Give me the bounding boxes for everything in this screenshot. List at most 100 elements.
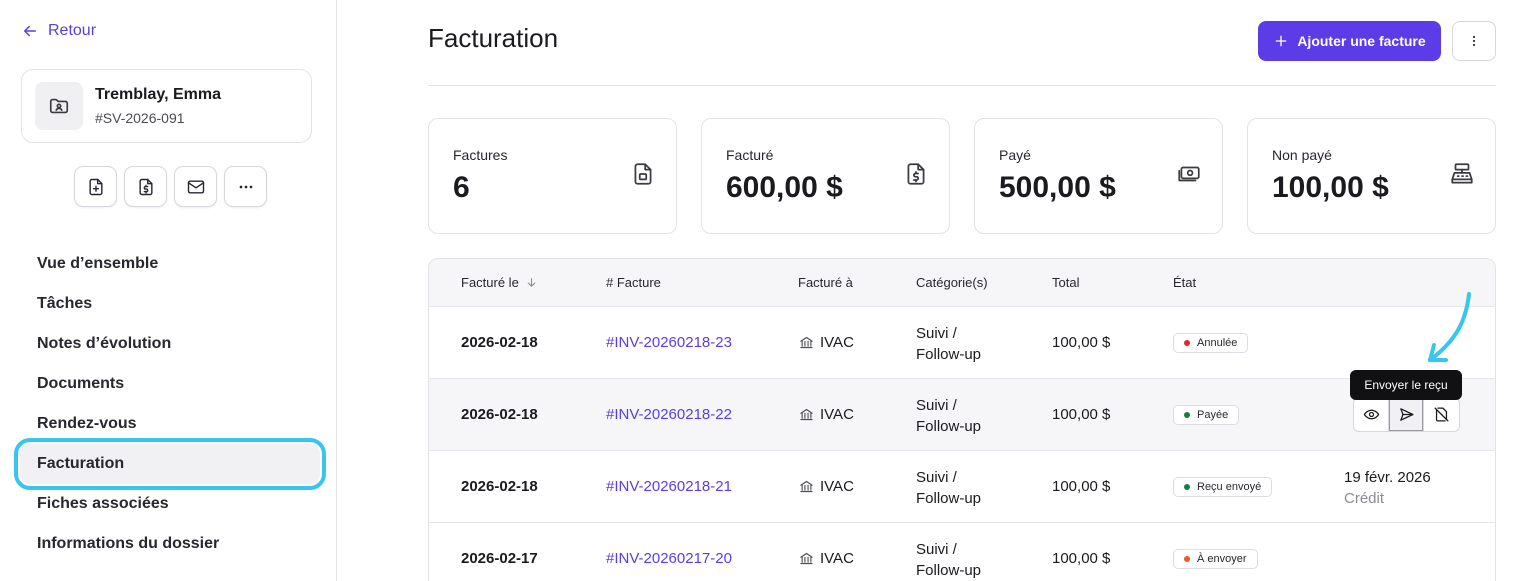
sidebar-item-label: Informations du dossier [37,535,220,552]
table-row[interactable]: 2026-02-18 #INV-20260218-22 IVAC Suivi /… [429,379,1495,451]
main-content: Facturation Ajouter une facture Factures… [337,0,1513,581]
category-line: Suivi / [916,325,957,342]
column-header-status: État [1173,275,1196,290]
sidebar-item-tasks[interactable]: Tâches [20,284,320,324]
bank-icon [800,480,813,493]
view-invoice-button[interactable] [1354,398,1389,431]
banknote-icon [1178,166,1200,182]
invoice-date: 2026-02-18 [461,334,538,351]
new-invoice-button[interactable] [124,166,167,207]
status-label: Reçu envoyé [1197,481,1262,493]
receipt-date: 19 févr. 2026 [1344,469,1431,486]
stat-label: Non payé [1272,147,1332,163]
column-header-label: Total [1052,275,1080,290]
more-actions-button[interactable] [224,166,267,207]
row-actions [1353,397,1460,432]
column-header-billed-date[interactable]: Facturé le [461,275,538,290]
back-link[interactable]: Retour [21,22,96,40]
folder-user-icon [35,82,83,130]
invoice-date: 2026-02-18 [461,478,538,495]
category: Suivi / Follow-up [916,467,981,509]
file-dollar-icon [138,178,153,195]
status-label: À envoyer [1197,553,1247,565]
invoice-total: 100,00 $ [1052,478,1111,495]
add-invoice-button[interactable]: Ajouter une facture [1258,21,1441,61]
column-header-label: # Facture [606,275,661,290]
annotation-arrow [1428,292,1471,362]
category-line: Follow-up [916,418,982,435]
billed-to-label: IVAC [820,406,854,423]
mail-icon [187,179,204,194]
category: Suivi / Follow-up [916,395,981,437]
stat-label: Factures [453,147,508,163]
billed-to: IVAC [799,334,854,351]
sidebar-item-label: Fiches associées [37,495,169,512]
sidebar-item-label: Rendez-vous [37,415,137,432]
sidebar-item-label: Vue d’ensemble [37,255,159,272]
arrow-down-icon [527,278,536,288]
invoice-total: 100,00 $ [1052,406,1111,423]
category: Suivi / Follow-up [916,323,981,365]
billed-to-label: IVAC [820,334,854,351]
status-dot [1184,340,1190,346]
sidebar-item-documents[interactable]: Documents [20,364,320,404]
void-invoice-button[interactable] [1424,398,1459,431]
invoice-number-link[interactable]: #INV-20260218-23 [606,334,732,351]
column-header-label: État [1173,275,1197,290]
column-header-label: Facturé le [461,275,519,290]
category-line: Suivi / [916,397,957,414]
status-label: Payée [1197,409,1229,421]
invoice-number-link[interactable]: #INV-20260218-21 [606,478,732,495]
payment-method: Crédit [1344,490,1385,507]
add-invoice-label: Ajouter une facture [1297,33,1426,49]
bank-icon [800,552,813,565]
sidebar-item-label: Facturation [37,455,125,472]
bank-icon [800,336,813,349]
stat-value: 6 [453,171,470,204]
billed-to: IVAC [799,406,854,423]
table-row[interactable]: 2026-02-18 #INV-20260218-21 IVAC Suivi /… [429,451,1495,523]
invoice-number-link[interactable]: #INV-20260218-22 [606,406,732,423]
stats-row: Factures 6 Facturé 600,00 $ Payé 500,00 … [428,118,1496,234]
status-badge: Payée [1173,405,1240,425]
file-plus-icon [88,178,103,195]
bank-icon [800,408,813,421]
invoice-total: 100,00 $ [1052,334,1111,351]
column-header-label: Facturé à [798,275,853,290]
invoice-date: 2026-02-17 [461,550,538,567]
file-dollar-icon [907,163,925,185]
table-row[interactable]: 2026-02-18 #INV-20260218-23 IVAC Suivi /… [429,307,1495,379]
table-row[interactable]: 2026-02-17 #INV-20260217-20 IVAC Suivi /… [429,523,1495,581]
status-badge: Reçu envoyé [1173,477,1273,497]
send-email-button[interactable] [174,166,217,207]
client-id: #SV-2026-091 [95,110,185,126]
billed-to: IVAC [799,478,854,495]
column-header-categories: Catégorie(s) [916,275,988,290]
category-line: Follow-up [916,562,982,579]
status-badge: Annulée [1173,333,1249,353]
file-icon [634,163,652,185]
status-dot [1184,484,1190,490]
sidebar-item-progress-notes[interactable]: Notes d’évolution [20,324,320,364]
page-more-button[interactable] [1452,21,1496,61]
sidebar-item-label: Tâches [37,295,93,312]
invoices-table: Facturé le # Facture Facturé à Catégorie… [428,258,1496,581]
new-document-button[interactable] [74,166,117,207]
plus-icon [1275,35,1287,47]
sidebar-item-overview[interactable]: Vue d’ensemble [20,244,320,284]
sidebar-item-appointments[interactable]: Rendez-vous [20,404,320,444]
sidebar-item-label: Notes d’évolution [37,335,172,352]
send-receipt-button[interactable] [1389,398,1424,431]
invoice-number-link[interactable]: #INV-20260217-20 [606,550,732,567]
status-dot [1184,556,1190,562]
stat-card-paid: Payé 500,00 $ [974,118,1223,234]
quick-actions [74,166,267,207]
sidebar: Retour Tremblay, Emma #SV-2026-091 Vue d… [0,0,337,581]
sidebar-item-file-info[interactable]: Informations du dossier [20,524,320,564]
receipt-info: 19 févr. 2026 Crédit [1344,467,1431,509]
header-divider [428,85,1496,86]
cash-register-icon [1451,163,1473,184]
file-off-icon [1434,407,1449,422]
sidebar-item-billing[interactable]: Facturation [14,438,326,490]
sidebar-item-related-files[interactable]: Fiches associées [20,484,320,524]
